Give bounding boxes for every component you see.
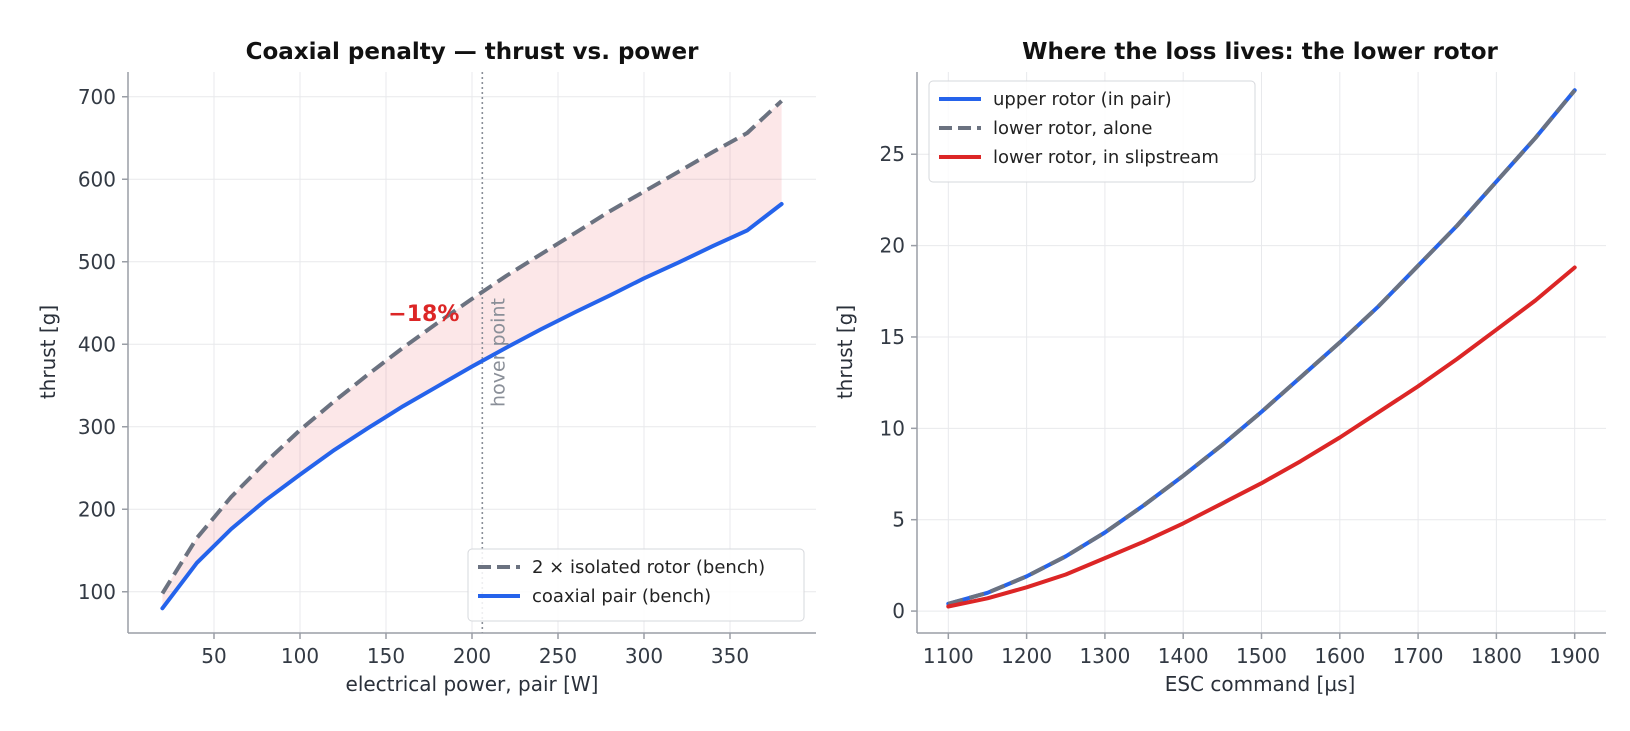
left-chart-panel: Coaxial penalty — thrust vs. power hover… xyxy=(36,39,816,696)
y-tick-label: 600 xyxy=(78,167,116,191)
y-tick-label: 20 xyxy=(880,234,905,258)
left-chart-ylabel: thrust [g] xyxy=(36,305,60,399)
y-tick-label: 10 xyxy=(880,416,905,440)
series-line-lower-rotor-in-slipstream xyxy=(946,265,1577,609)
x-tick-label: 350 xyxy=(711,644,749,668)
left-chart-grid xyxy=(128,72,816,633)
x-tick-label: 1700 xyxy=(1393,644,1444,668)
penalty-annotation: −18% xyxy=(388,302,459,327)
x-tick-label: 100 xyxy=(281,644,319,668)
x-tick-label: 50 xyxy=(201,644,226,668)
right-chart-ylabel: thrust [g] xyxy=(833,305,857,399)
x-tick-label: 1300 xyxy=(1079,644,1130,668)
legend-box xyxy=(467,548,805,622)
x-tick-label: 1400 xyxy=(1158,644,1209,668)
x-tick-label: 300 xyxy=(625,644,663,668)
series-line-coaxial-pair-bench xyxy=(160,202,784,611)
legend-label-lower-rotor-alone: lower rotor, alone xyxy=(993,118,1152,139)
x-tick-label: 1900 xyxy=(1549,644,1600,668)
y-tick-label: 200 xyxy=(78,497,116,521)
legend-label-coaxial-pair-bench: coaxial pair (bench) xyxy=(532,586,711,607)
series-line-2-isolated-rotor-bench xyxy=(160,99,783,595)
x-tick-label: 1200 xyxy=(1001,644,1052,668)
left-chart-gap-fill xyxy=(162,100,782,609)
legend-label-2-isolated-rotor-bench: 2 × isolated rotor (bench) xyxy=(532,557,765,578)
legend-box xyxy=(928,80,1256,183)
y-tick-label: 5 xyxy=(892,508,905,532)
y-tick-label: 300 xyxy=(78,415,116,439)
left-chart-series xyxy=(160,99,784,611)
y-tick-label: 500 xyxy=(78,250,116,274)
right-chart-legend: upper rotor (in pair) lower rotor, alone l… xyxy=(928,80,1256,183)
y-tick-label: 400 xyxy=(78,332,116,356)
x-tick-label: 1800 xyxy=(1471,644,1522,668)
left-chart-xlabel: electrical power, pair [W] xyxy=(346,672,599,696)
right-chart-ticks: 1100 1200 1300 1400 1500 1600 1700 1800 1900 0 5 10… xyxy=(880,142,1601,668)
series-line-lower-rotor-alone xyxy=(947,89,1577,606)
x-tick-label: 1100 xyxy=(923,644,974,668)
legend-label-lower-rotor-in-slipstream: lower rotor, in slipstream xyxy=(993,147,1219,168)
x-tick-label: 1600 xyxy=(1314,644,1365,668)
x-tick-label: 150 xyxy=(367,644,405,668)
x-tick-label: 250 xyxy=(539,644,577,668)
y-tick-label: 25 xyxy=(880,142,905,166)
left-chart-ticks: 50 100 150 200 250 300 350 100 200 300 400 500 600 70… xyxy=(78,85,749,668)
right-chart-xlabel: ESC command [µs] xyxy=(1165,672,1356,696)
left-chart-legend: 2 × isolated rotor (bench) coaxial pair (… xyxy=(467,548,805,622)
right-chart-panel: Where the loss lives: the lower rotor 11… xyxy=(833,39,1606,696)
right-chart-title: Where the loss lives: the lower rotor xyxy=(1022,39,1498,65)
legend-label-upper-rotor-in-pair: upper rotor (in pair) xyxy=(993,89,1172,110)
left-chart-title: Coaxial penalty — thrust vs. power xyxy=(246,39,699,65)
y-tick-label: 100 xyxy=(78,580,116,604)
y-tick-label: 15 xyxy=(880,325,905,349)
y-tick-label: 700 xyxy=(78,85,116,109)
x-tick-label: 1500 xyxy=(1236,644,1287,668)
right-chart-series xyxy=(946,88,1577,609)
y-tick-label: 0 xyxy=(892,599,905,623)
x-tick-label: 200 xyxy=(453,644,491,668)
